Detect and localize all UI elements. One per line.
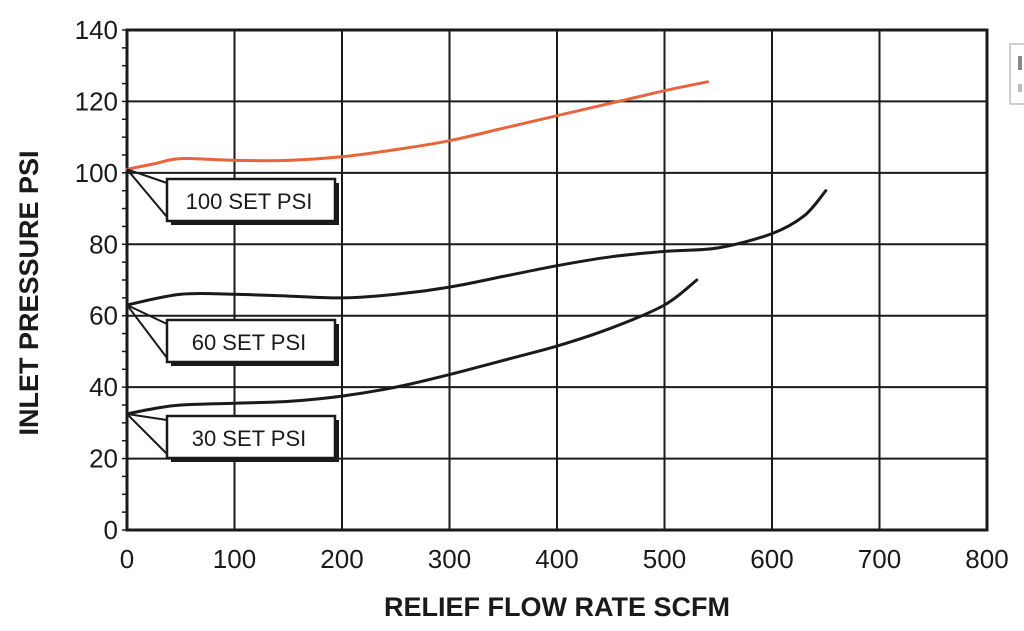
x-tick-label-8: 800	[965, 544, 1008, 574]
x-tick-label-6: 600	[750, 544, 793, 574]
y-tick-labels: 0 20 40 60 80 100 120 140	[75, 15, 118, 545]
series-label-2: 30 SET PSI	[192, 426, 307, 451]
y-tick-label-0: 0	[104, 515, 118, 545]
callout-leader-0	[126, 168, 168, 184]
plot-frame	[122, 28, 989, 532]
y-tick-label-5: 100	[75, 158, 118, 188]
callout-leader-2	[126, 412, 168, 421]
x-tick-label-1: 100	[213, 544, 256, 574]
series-lines	[125, 80, 828, 416]
y-tick-label-4: 80	[89, 229, 118, 259]
callout-box-2	[165, 414, 337, 460]
series-line-0	[125, 80, 709, 171]
series-label-1: 60 SET PSI	[192, 330, 307, 355]
callout-leader-2	[126, 413, 168, 455]
callout-box-0	[165, 177, 337, 223]
x-tick-label-7: 700	[858, 544, 901, 574]
series-line-2	[125, 278, 699, 416]
callout-leader-1	[126, 304, 168, 325]
y-tick-label-7: 140	[75, 15, 118, 45]
x-tick-label-2: 200	[320, 544, 363, 574]
y-tick-label-1: 20	[89, 444, 118, 474]
cropped-widget	[1009, 43, 1024, 105]
y-tick-label-6: 120	[75, 86, 118, 116]
x-tick-label-0: 0	[120, 544, 134, 574]
callout-leader-0	[126, 168, 168, 218]
callout-leader-1	[126, 304, 168, 359]
callout-box-1	[165, 318, 337, 364]
y-tick-label-3: 60	[89, 301, 118, 331]
y-axis-title: INLET PRESSURE PSI	[14, 150, 44, 435]
x-tick-label-4: 400	[535, 544, 578, 574]
y-tick-label-2: 40	[89, 372, 118, 402]
x-axis-title: RELIEF FLOW RATE SCFM	[384, 592, 730, 622]
x-tick-labels: 0 100 200 300 400 500 600 700 800	[120, 544, 1009, 574]
series-line-1	[125, 189, 828, 307]
x-tick-label-3: 300	[428, 544, 471, 574]
series-label-0: 100 SET PSI	[186, 189, 313, 214]
callouts: 100 SET PSI 60 SET PSI 30 SET PSI	[126, 168, 339, 462]
x-tick-label-5: 500	[643, 544, 686, 574]
